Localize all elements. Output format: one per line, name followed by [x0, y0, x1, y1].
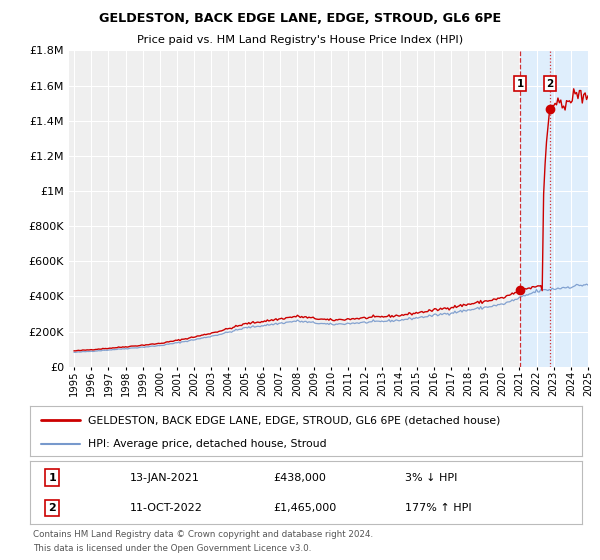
Text: GELDESTON, BACK EDGE LANE, EDGE, STROUD, GL6 6PE (detached house): GELDESTON, BACK EDGE LANE, EDGE, STROUD,…	[88, 415, 500, 425]
Text: 2: 2	[48, 503, 56, 513]
Text: £438,000: £438,000	[273, 473, 326, 483]
Text: Price paid vs. HM Land Registry's House Price Index (HPI): Price paid vs. HM Land Registry's House …	[137, 35, 463, 45]
Text: 13-JAN-2021: 13-JAN-2021	[130, 473, 199, 483]
Bar	[520, 50, 596, 367]
Text: GELDESTON, BACK EDGE LANE, EDGE, STROUD, GL6 6PE: GELDESTON, BACK EDGE LANE, EDGE, STROUD,…	[99, 12, 501, 25]
Title: GELDESTON, BACK EDGE LANE, EDGE, STROUD, GL6 6PE
Price paid vs. HM Land Registry: GELDESTON, BACK EDGE LANE, EDGE, STROUD,…	[0, 559, 1, 560]
Text: 1: 1	[48, 473, 56, 483]
Text: HPI: Average price, detached house, Stroud: HPI: Average price, detached house, Stro…	[88, 439, 326, 449]
Text: Contains HM Land Registry data © Crown copyright and database right 2024.: Contains HM Land Registry data © Crown c…	[33, 530, 373, 539]
Text: This data is licensed under the Open Government Licence v3.0.: This data is licensed under the Open Gov…	[33, 544, 311, 553]
Text: 177% ↑ HPI: 177% ↑ HPI	[406, 503, 472, 513]
Text: £1,465,000: £1,465,000	[273, 503, 336, 513]
Text: 2: 2	[547, 78, 554, 88]
Text: 11-OCT-2022: 11-OCT-2022	[130, 503, 202, 513]
Text: 3% ↓ HPI: 3% ↓ HPI	[406, 473, 458, 483]
Text: 1: 1	[517, 78, 524, 88]
